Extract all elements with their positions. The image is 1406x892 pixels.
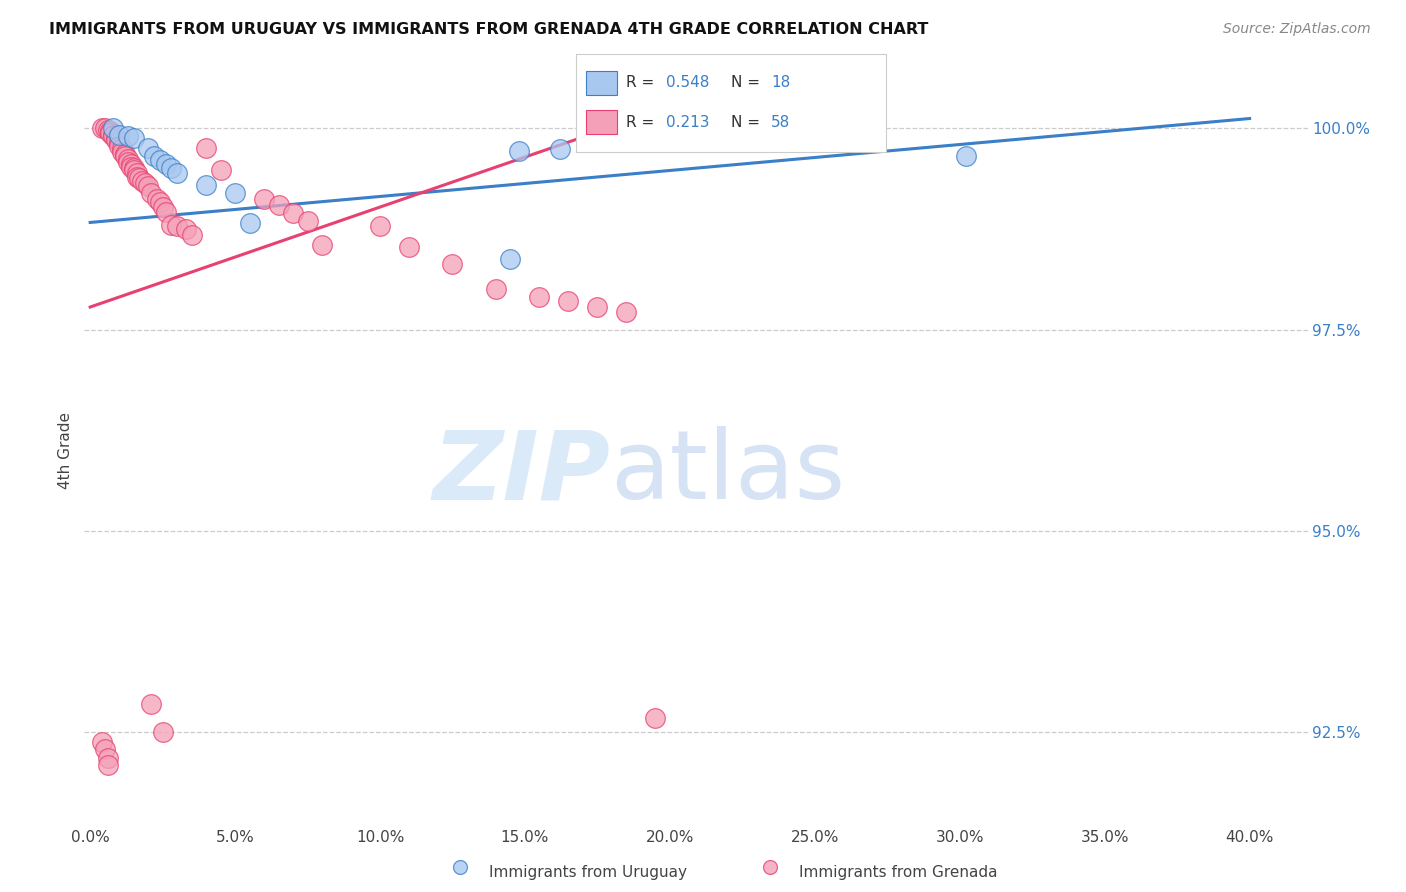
Point	[155, 205, 177, 219]
Point	[134, 176, 156, 190]
Text: Immigrants from Uruguay: Immigrants from Uruguay	[489, 865, 688, 880]
FancyBboxPatch shape	[586, 70, 617, 95]
Point	[93, 121, 115, 136]
Point	[224, 186, 246, 200]
Point	[125, 169, 148, 184]
Point	[103, 128, 125, 142]
Point	[508, 144, 530, 158]
FancyBboxPatch shape	[586, 110, 617, 135]
Point	[166, 165, 188, 179]
Point	[529, 290, 551, 304]
Point	[180, 227, 202, 242]
Point	[108, 139, 131, 153]
Point	[253, 192, 276, 206]
Point	[90, 121, 112, 136]
Point	[103, 129, 125, 144]
Point	[152, 200, 174, 214]
Point	[174, 222, 197, 236]
Point	[195, 141, 218, 155]
Point	[136, 141, 159, 155]
Point	[100, 126, 122, 140]
Point	[759, 860, 782, 874]
Point	[955, 149, 977, 163]
Point	[281, 206, 304, 220]
Point	[114, 147, 136, 161]
Point	[160, 218, 183, 232]
Point	[499, 252, 522, 266]
Point	[122, 131, 145, 145]
Point	[103, 121, 125, 136]
Point	[149, 195, 172, 210]
Y-axis label: 4th Grade: 4th Grade	[58, 412, 73, 489]
Text: R =: R =	[626, 115, 654, 129]
Text: atlas: atlas	[610, 426, 845, 519]
Point	[195, 178, 218, 192]
Text: R =: R =	[626, 76, 654, 90]
Point	[117, 152, 139, 166]
Point	[311, 238, 333, 252]
Text: 0.213: 0.213	[666, 115, 710, 129]
Point	[557, 294, 579, 309]
Point	[96, 751, 118, 765]
Point	[136, 179, 159, 194]
Point	[267, 198, 290, 212]
Point	[139, 186, 162, 200]
Point	[441, 256, 464, 270]
Point	[166, 219, 188, 234]
Point	[105, 133, 128, 147]
Point	[105, 131, 128, 145]
Point	[209, 163, 232, 178]
Point	[368, 219, 391, 234]
Point	[616, 305, 638, 319]
Point	[160, 161, 183, 176]
Point	[111, 145, 134, 160]
Text: Immigrants from Grenada: Immigrants from Grenada	[799, 865, 997, 880]
Text: Source: ZipAtlas.com: Source: ZipAtlas.com	[1223, 22, 1371, 37]
Text: 18: 18	[772, 76, 790, 90]
Point	[239, 216, 262, 230]
Point	[644, 711, 666, 725]
Point	[139, 698, 162, 712]
Point	[125, 165, 148, 179]
Point	[131, 173, 153, 187]
Point	[111, 141, 134, 155]
Point	[96, 123, 118, 137]
Point	[152, 725, 174, 739]
Text: ZIP: ZIP	[433, 426, 610, 519]
Point	[117, 129, 139, 144]
Point	[142, 149, 165, 163]
Point	[93, 741, 115, 756]
Text: IMMIGRANTS FROM URUGUAY VS IMMIGRANTS FROM GRENADA 4TH GRADE CORRELATION CHART: IMMIGRANTS FROM URUGUAY VS IMMIGRANTS FR…	[49, 22, 928, 37]
Text: 0.548: 0.548	[666, 76, 710, 90]
Point	[450, 860, 472, 874]
Point	[128, 171, 150, 186]
Point	[485, 282, 508, 296]
Point	[108, 135, 131, 149]
Point	[149, 153, 172, 168]
Point	[117, 155, 139, 169]
Point	[90, 735, 112, 749]
Point	[297, 214, 319, 228]
Point	[146, 192, 169, 206]
Point	[120, 160, 142, 174]
Point	[548, 142, 571, 156]
Point	[120, 157, 142, 171]
Point	[96, 757, 118, 772]
Point	[114, 149, 136, 163]
Point	[122, 161, 145, 176]
Text: 58: 58	[772, 115, 790, 129]
Text: N =: N =	[731, 76, 761, 90]
Point	[108, 128, 131, 142]
Point	[398, 240, 420, 254]
Point	[122, 163, 145, 178]
Point	[155, 157, 177, 171]
Text: N =: N =	[731, 115, 761, 129]
Point	[586, 300, 609, 314]
Point	[100, 124, 122, 138]
